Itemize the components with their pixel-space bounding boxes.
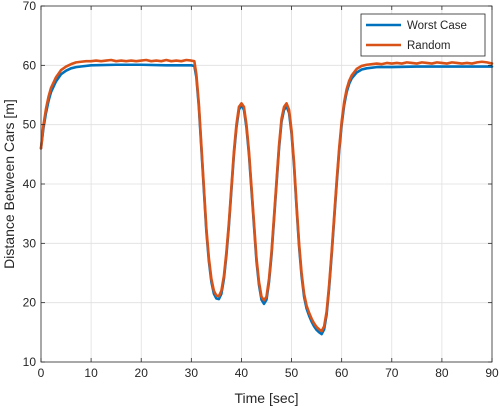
x-tick-label: 60 xyxy=(335,366,349,380)
tick-marks xyxy=(40,5,493,363)
x-tick-label: 80 xyxy=(435,366,449,380)
y-tick-label: 50 xyxy=(23,118,37,132)
y-tick-label: 20 xyxy=(23,296,37,310)
x-tick-label: 50 xyxy=(285,366,299,380)
y-tick-label: 40 xyxy=(23,177,37,191)
x-tick-label: 0 xyxy=(38,366,45,380)
x-axis-title: Time [sec] xyxy=(234,390,298,406)
y-tick-label: 70 xyxy=(23,0,37,13)
legend: Worst Case Random xyxy=(360,13,486,57)
x-tick-label: 20 xyxy=(135,366,149,380)
y-tick-label: 60 xyxy=(23,58,37,72)
x-tick-label: 30 xyxy=(185,366,199,380)
series-lines xyxy=(39,58,494,336)
legend-label-random: Random xyxy=(407,40,450,52)
x-tick-label: 40 xyxy=(235,366,249,380)
x-tick-label: 10 xyxy=(84,366,98,380)
y-tick-label: 30 xyxy=(23,236,37,250)
x-tick-label: 90 xyxy=(485,366,499,380)
y-tick-label: 10 xyxy=(23,355,37,369)
y-axis-title: Distance Between Cars [m] xyxy=(1,99,17,269)
series-line-random xyxy=(39,58,494,333)
legend-box xyxy=(360,13,486,57)
x-tick-label: 70 xyxy=(385,366,399,380)
legend-label-worst-case: Worst Case xyxy=(407,20,467,32)
